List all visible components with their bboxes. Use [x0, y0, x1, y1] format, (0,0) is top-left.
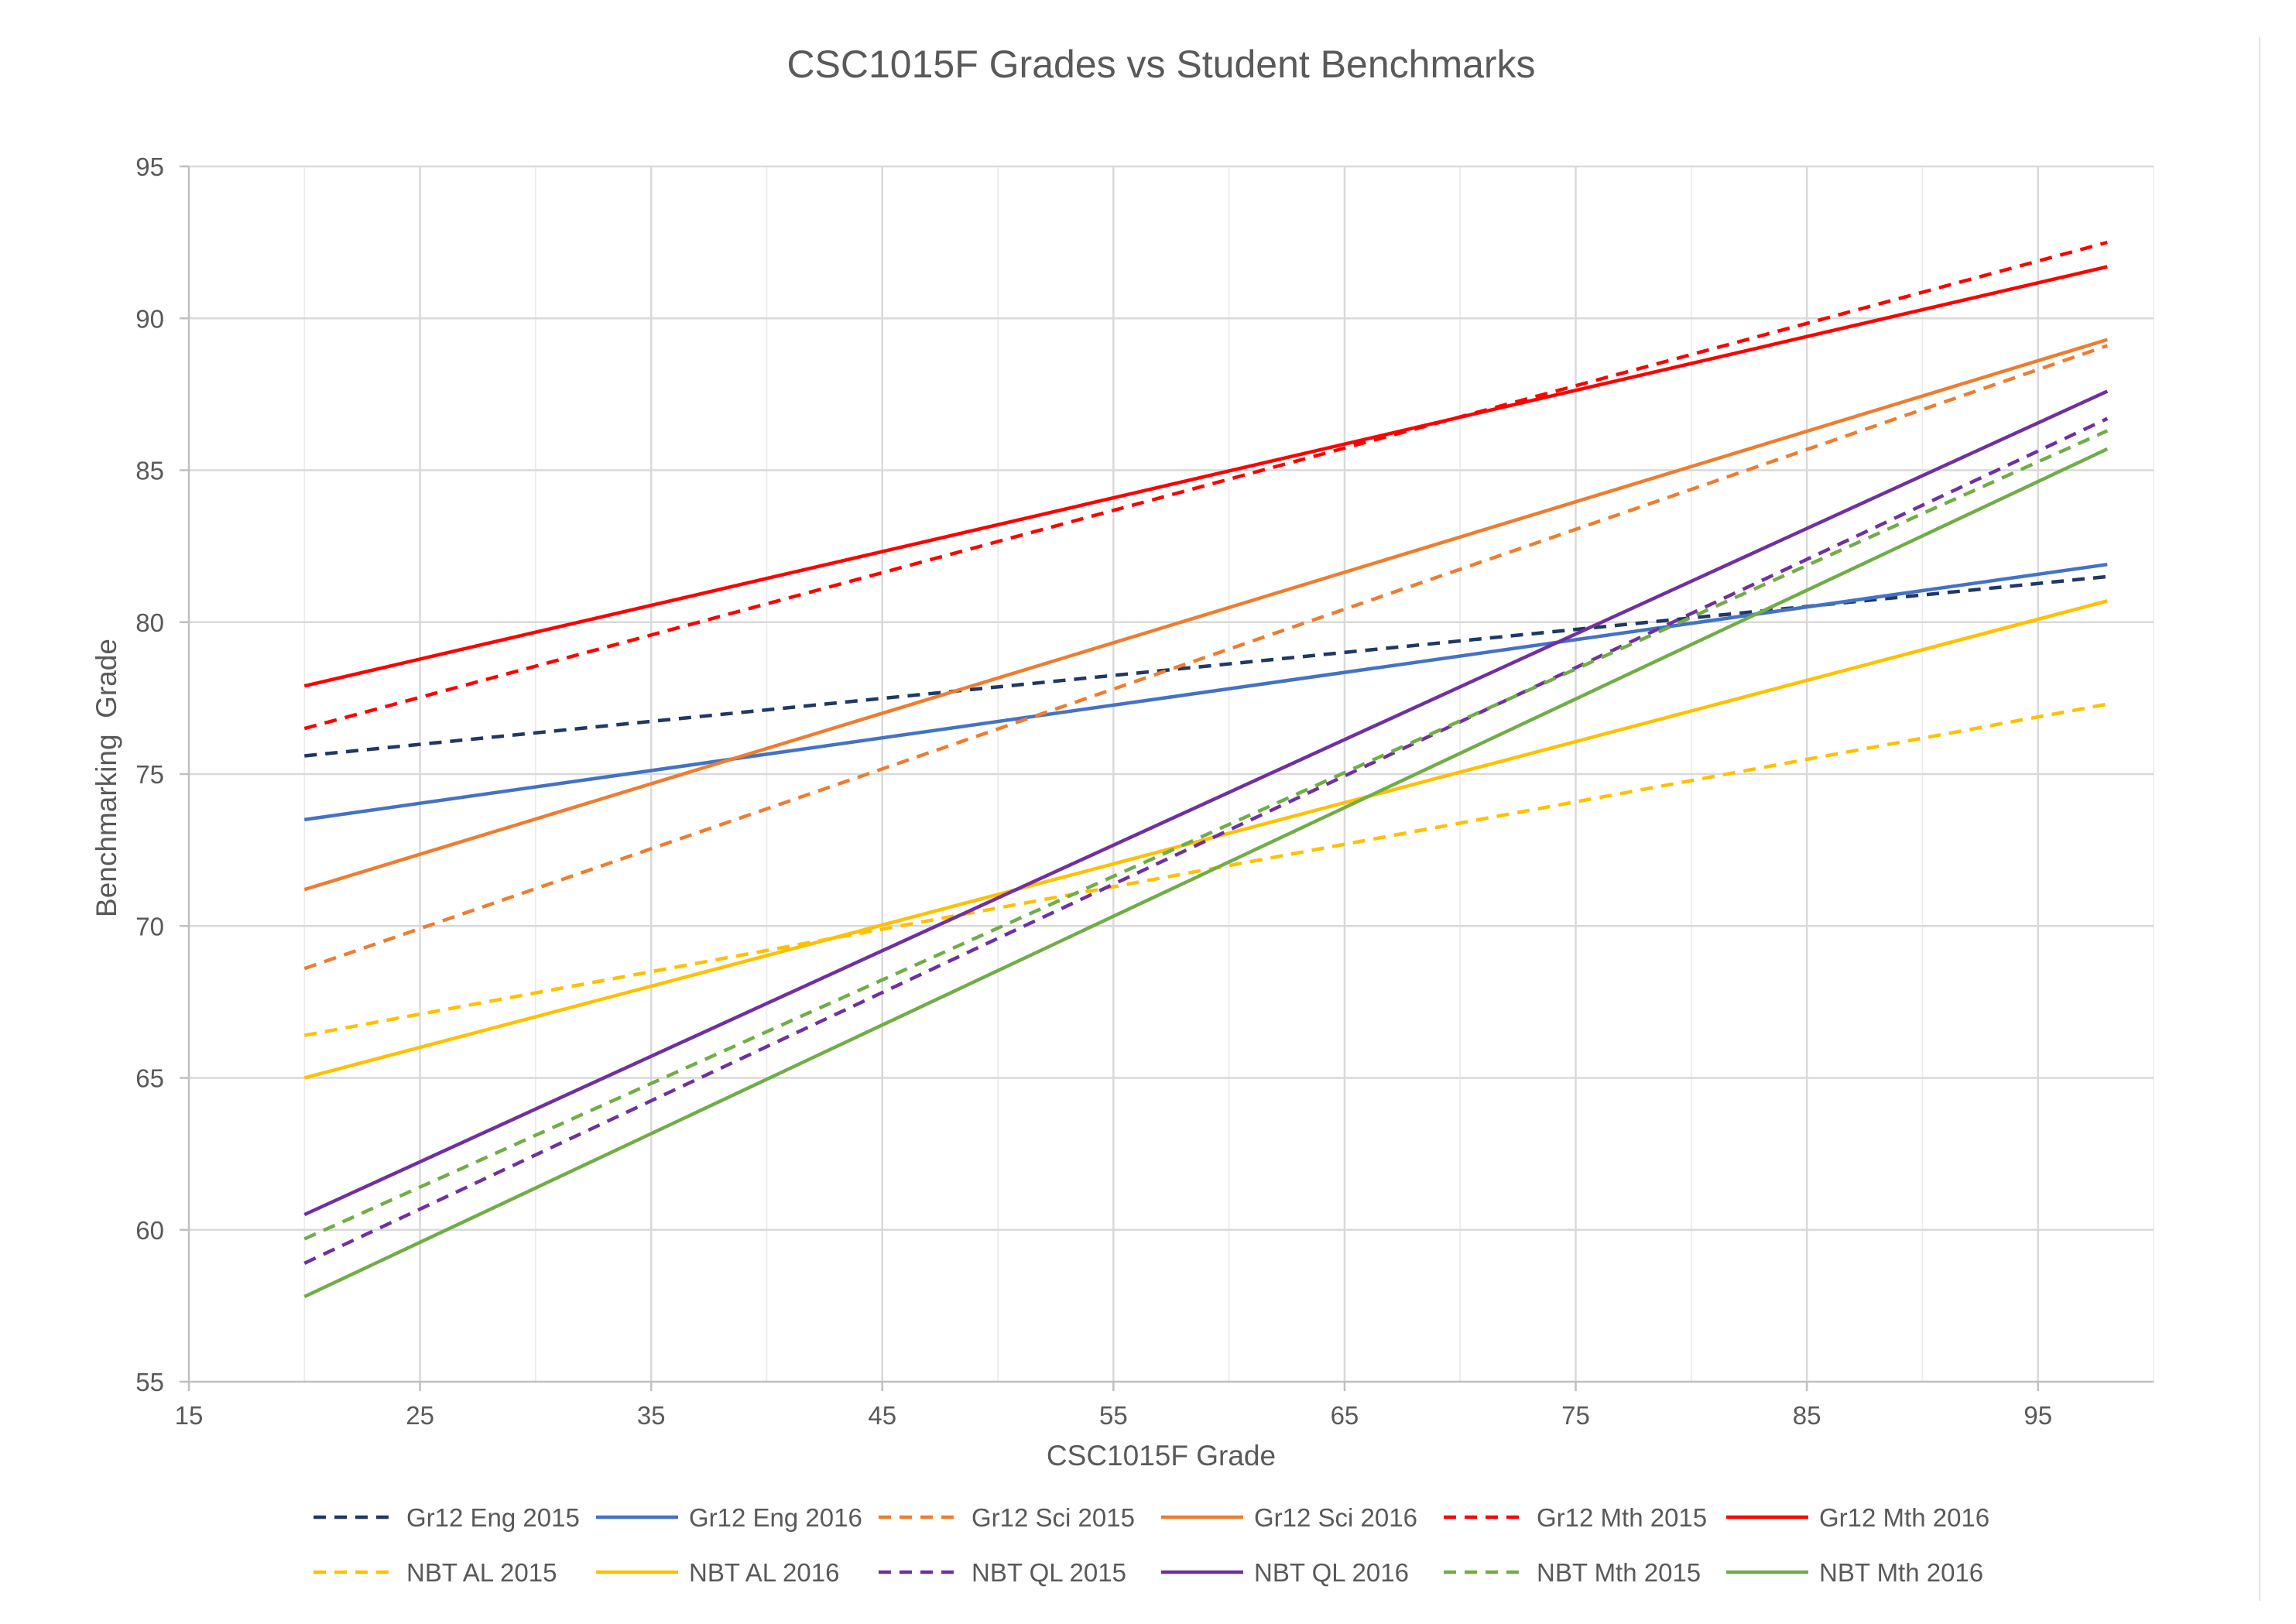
y-tick-label: 60	[135, 1216, 164, 1245]
series-lines	[303, 240, 2109, 1299]
legend-label: NBT Mth 2015	[1537, 1558, 1701, 1587]
series-line-gr12-mth-2015	[303, 240, 2108, 731]
series-line-nbt-mth-2015	[303, 429, 2109, 1241]
x-tick-label: 95	[2024, 1401, 2052, 1430]
chart-title: CSC1015F Grades vs Student Benchmarks	[786, 43, 1535, 86]
y-tick-label: 90	[135, 304, 164, 333]
series-line-gr12-sci-2016	[303, 337, 2108, 892]
x-tick-label: 75	[1561, 1401, 1590, 1430]
series-line-nbt-ql-2016	[303, 389, 2109, 1217]
x-tick-label: 35	[637, 1401, 666, 1430]
legend-item: Gr12 Eng 2015	[314, 1503, 580, 1532]
legend-label: Gr12 Mth 2015	[1537, 1503, 1707, 1532]
x-tick-label: 55	[1099, 1401, 1128, 1430]
y-tick-label: 80	[135, 608, 164, 637]
series-line-nbt-al-2015	[303, 702, 2108, 1037]
y-tick-label: 70	[135, 912, 164, 940]
series-line-gr12-sci-2015	[303, 344, 2109, 971]
axes: 55 60 65 70 75 80 85 90 95 15 25 35 45 55 65 75 85 95	[135, 152, 2154, 1430]
legend-item: NBT AL 2016	[596, 1558, 839, 1587]
legend: Gr12 Eng 2015 Gr12 Eng 2016 Gr12 Sci 2015 G…	[314, 1503, 1989, 1587]
y-axis-title: Benchmarking Grade	[91, 639, 122, 917]
legend-item: Gr12 Sci 2016	[1161, 1503, 1417, 1532]
x-tick-label: 85	[1793, 1401, 1821, 1430]
y-tick-label: 95	[135, 152, 164, 181]
series-line-nbt-al-2016	[303, 599, 2108, 1080]
legend-label: Gr12 Sci 2015	[972, 1503, 1135, 1532]
legend-label: Gr12 Eng 2016	[689, 1503, 862, 1532]
legend-label: NBT QL 2016	[1254, 1558, 1409, 1587]
x-tick-label: 25	[406, 1401, 434, 1430]
series-line-gr12-eng-2016	[303, 562, 2108, 822]
legend-label: NBT QL 2015	[972, 1558, 1126, 1587]
legend-item: NBT AL 2015	[314, 1558, 557, 1587]
y-tick-label: 65	[135, 1064, 164, 1093]
legend-item: Gr12 Sci 2015	[879, 1503, 1135, 1532]
legend-item: NBT Mth 2015	[1444, 1558, 1701, 1587]
legend-item: NBT Mth 2016	[1726, 1558, 1983, 1587]
grid	[189, 165, 2154, 1382]
series-line-nbt-mth-2016	[303, 447, 2109, 1299]
x-axis-title: CSC1015F Grade	[1047, 1440, 1276, 1472]
series-line-nbt-ql-2015	[303, 416, 2109, 1265]
y-tick-label: 55	[135, 1368, 164, 1396]
legend-label: Gr12 Sci 2016	[1254, 1503, 1417, 1532]
y-tick-label: 75	[135, 760, 164, 789]
legend-label: NBT Mth 2016	[1819, 1558, 1983, 1587]
legend-item: NBT QL 2016	[1161, 1558, 1409, 1587]
x-tick-label: 45	[868, 1401, 896, 1430]
legend-item: Gr12 Eng 2016	[596, 1503, 862, 1532]
legend-label: NBT AL 2016	[689, 1558, 839, 1587]
legend-label: Gr12 Mth 2016	[1819, 1503, 1989, 1532]
legend-item: Gr12 Mth 2016	[1726, 1503, 1989, 1532]
x-tick-label: 65	[1331, 1401, 1359, 1430]
series-line-gr12-mth-2016	[303, 265, 2108, 688]
legend-label: Gr12 Eng 2015	[406, 1503, 580, 1532]
x-tick-label: 15	[175, 1401, 204, 1430]
legend-label: NBT AL 2015	[406, 1558, 557, 1587]
legend-item: Gr12 Mth 2015	[1444, 1503, 1707, 1532]
y-tick-label: 85	[135, 457, 164, 485]
legend-item: NBT QL 2015	[879, 1558, 1126, 1587]
divider	[2259, 37, 2260, 1601]
